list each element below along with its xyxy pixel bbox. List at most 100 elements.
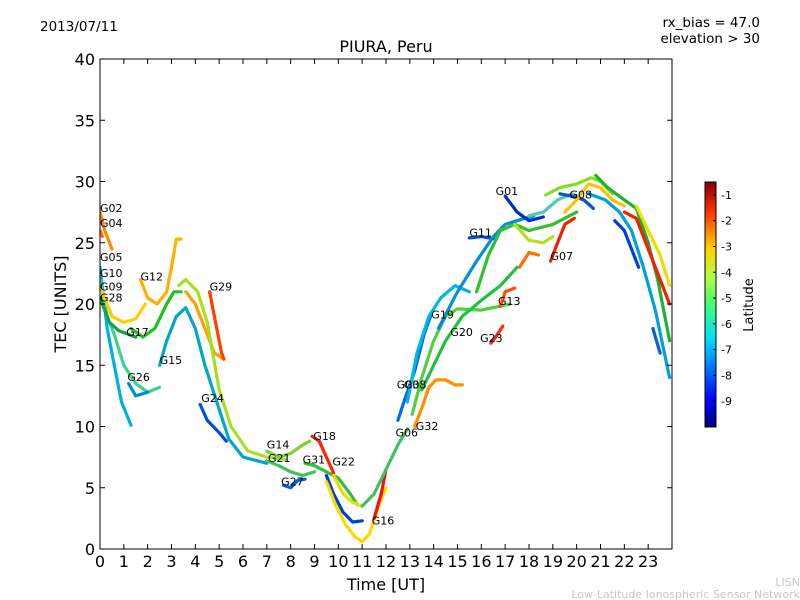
satellite-label-g17-8: G17	[126, 326, 149, 339]
series-trace-g01e	[517, 251, 541, 269]
series-trace-g23	[489, 324, 505, 345]
series-trace-g29b	[177, 277, 288, 462]
series-trace-g14	[265, 439, 312, 459]
x-tick-label: 19	[543, 552, 563, 571]
series-trace-g01c	[503, 194, 545, 223]
series-trace-g01d	[513, 222, 555, 245]
colorbar-tick-label: -6	[721, 318, 732, 331]
satellite-label-g03-20: G03	[397, 379, 420, 392]
series-trace-g16c	[372, 467, 388, 520]
x-tick-label: 21	[590, 552, 610, 571]
x-tick-label: 17	[495, 552, 515, 571]
elevation-label: elevation > 30	[660, 31, 760, 47]
y-tick-label: 20	[75, 295, 95, 314]
satellite-label-g01-28: G01	[496, 185, 519, 198]
x-tick-label: 11	[352, 552, 372, 571]
series-trace-g17	[129, 290, 183, 339]
x-tick-label: 13	[400, 552, 420, 571]
colorbar-tick-label: -7	[721, 344, 732, 357]
series-trace-g26	[127, 382, 150, 398]
satellite-label-g12-6: G12	[141, 271, 164, 284]
satellite-label-g20-24: G20	[450, 326, 473, 339]
satellite-label-g05-2: G05	[100, 251, 123, 264]
colorbar	[704, 181, 717, 428]
x-tick-label: 10	[328, 552, 348, 571]
x-tick-label: 6	[238, 552, 248, 571]
satellite-label-g24-11: G24	[201, 392, 224, 405]
x-tick-label: 20	[566, 552, 586, 571]
x-tick-label: 3	[166, 552, 176, 571]
colorbar-tick-label: -8	[721, 369, 732, 382]
satellite-label-g06-19: G06	[396, 426, 419, 439]
x-axis-label: Time [UT]	[346, 575, 425, 594]
satellite-label-g28-5: G28	[100, 292, 123, 305]
series-trace-g02	[100, 210, 114, 251]
y-tick-label: 15	[75, 356, 95, 375]
x-tick-label: 7	[262, 552, 272, 571]
series-layer	[100, 173, 672, 544]
x-tick-label: 15	[447, 552, 467, 571]
footer-network: Low-Latitude Ionospheric Sensor Network	[571, 588, 800, 600]
series-trace-g13	[498, 286, 517, 308]
chart-title: PIURA, Peru	[339, 37, 432, 56]
colorbar-tick-label: -3	[721, 240, 732, 253]
series-trace-g21	[265, 459, 317, 478]
colorbar-tick-label: -9	[721, 395, 732, 408]
series-trace-g11b	[420, 265, 519, 392]
satellite-label-g08-21: G08	[404, 379, 427, 392]
series-trace-g28	[100, 296, 138, 339]
date-label: 2013/07/11	[40, 19, 118, 35]
series-trace-g22	[332, 473, 364, 508]
footer-lisn: LISN	[775, 576, 800, 589]
series-trace-g30c	[622, 210, 672, 306]
y-axis-ticks: 0 5 10 15 20 25 30 35 40	[75, 50, 672, 559]
x-tick-label: 2	[143, 552, 153, 571]
satellite-label-g02-0: G02	[100, 202, 123, 215]
series-trace-g01	[436, 214, 536, 331]
satellite-label-g07-29: G07	[551, 250, 574, 263]
satellite-label-g32-22: G32	[416, 420, 439, 433]
series-trace-g29	[184, 290, 226, 361]
satellite-label-g15-9: G15	[160, 354, 183, 367]
colorbar-tick-label: -5	[721, 292, 732, 305]
series-trace-g29c	[208, 290, 226, 361]
satellite-label-g21-13: G21	[268, 452, 291, 465]
satellite-label-g13-27: G13	[498, 295, 521, 308]
series-trace-g06	[360, 427, 409, 508]
series-trace-g30f	[651, 326, 662, 355]
series-trace-g18	[310, 434, 336, 475]
y-tick-label: 5	[85, 479, 95, 498]
satellite-label-g08-30: G08	[570, 189, 593, 202]
y-tick-label: 0	[85, 540, 95, 559]
x-tick-label: 14	[423, 552, 443, 571]
colorbar-ticks: -1 -2 -3 -4 -5 -6 -7 -8 -9	[713, 189, 732, 408]
x-tick-label: 1	[119, 552, 129, 571]
x-tick-label: 18	[519, 552, 539, 571]
satellite-label-g31-15: G31	[303, 453, 326, 466]
satellite-label-g29-7: G29	[210, 281, 233, 294]
satellite-label-g19-23: G19	[431, 309, 454, 322]
series-trace-g19	[405, 284, 471, 404]
colorbar-tick-label: -4	[721, 266, 732, 279]
satellite-label-g09-4: G09	[100, 281, 123, 294]
rx-bias-label: rx_bias = 47.0	[662, 15, 760, 31]
satellite-label-g14-12: G14	[267, 439, 290, 452]
x-tick-label: 5	[214, 552, 224, 571]
y-tick-label: 25	[75, 234, 95, 253]
satellite-label-g11-26: G11	[469, 227, 492, 240]
x-tick-label: 9	[309, 552, 319, 571]
y-tick-label: 10	[75, 418, 95, 437]
x-tick-label: 23	[638, 552, 658, 571]
satellite-label-g16-18: G16	[372, 515, 395, 528]
satellite-labels: G02G04G05G10G09G28G12G29G17G15G26G24G14G…	[100, 185, 592, 528]
x-tick-label: 4	[190, 552, 200, 571]
series-trace-g12	[138, 237, 183, 306]
series-trace-g32	[413, 378, 464, 429]
series-trace-g08d	[563, 182, 626, 214]
satellite-label-g18-16: G18	[313, 430, 336, 443]
x-tick-label: 8	[286, 552, 296, 571]
series-trace-g30b	[587, 192, 672, 380]
satellite-label-g23-25: G23	[480, 332, 503, 345]
series-trace-g07	[548, 216, 576, 263]
